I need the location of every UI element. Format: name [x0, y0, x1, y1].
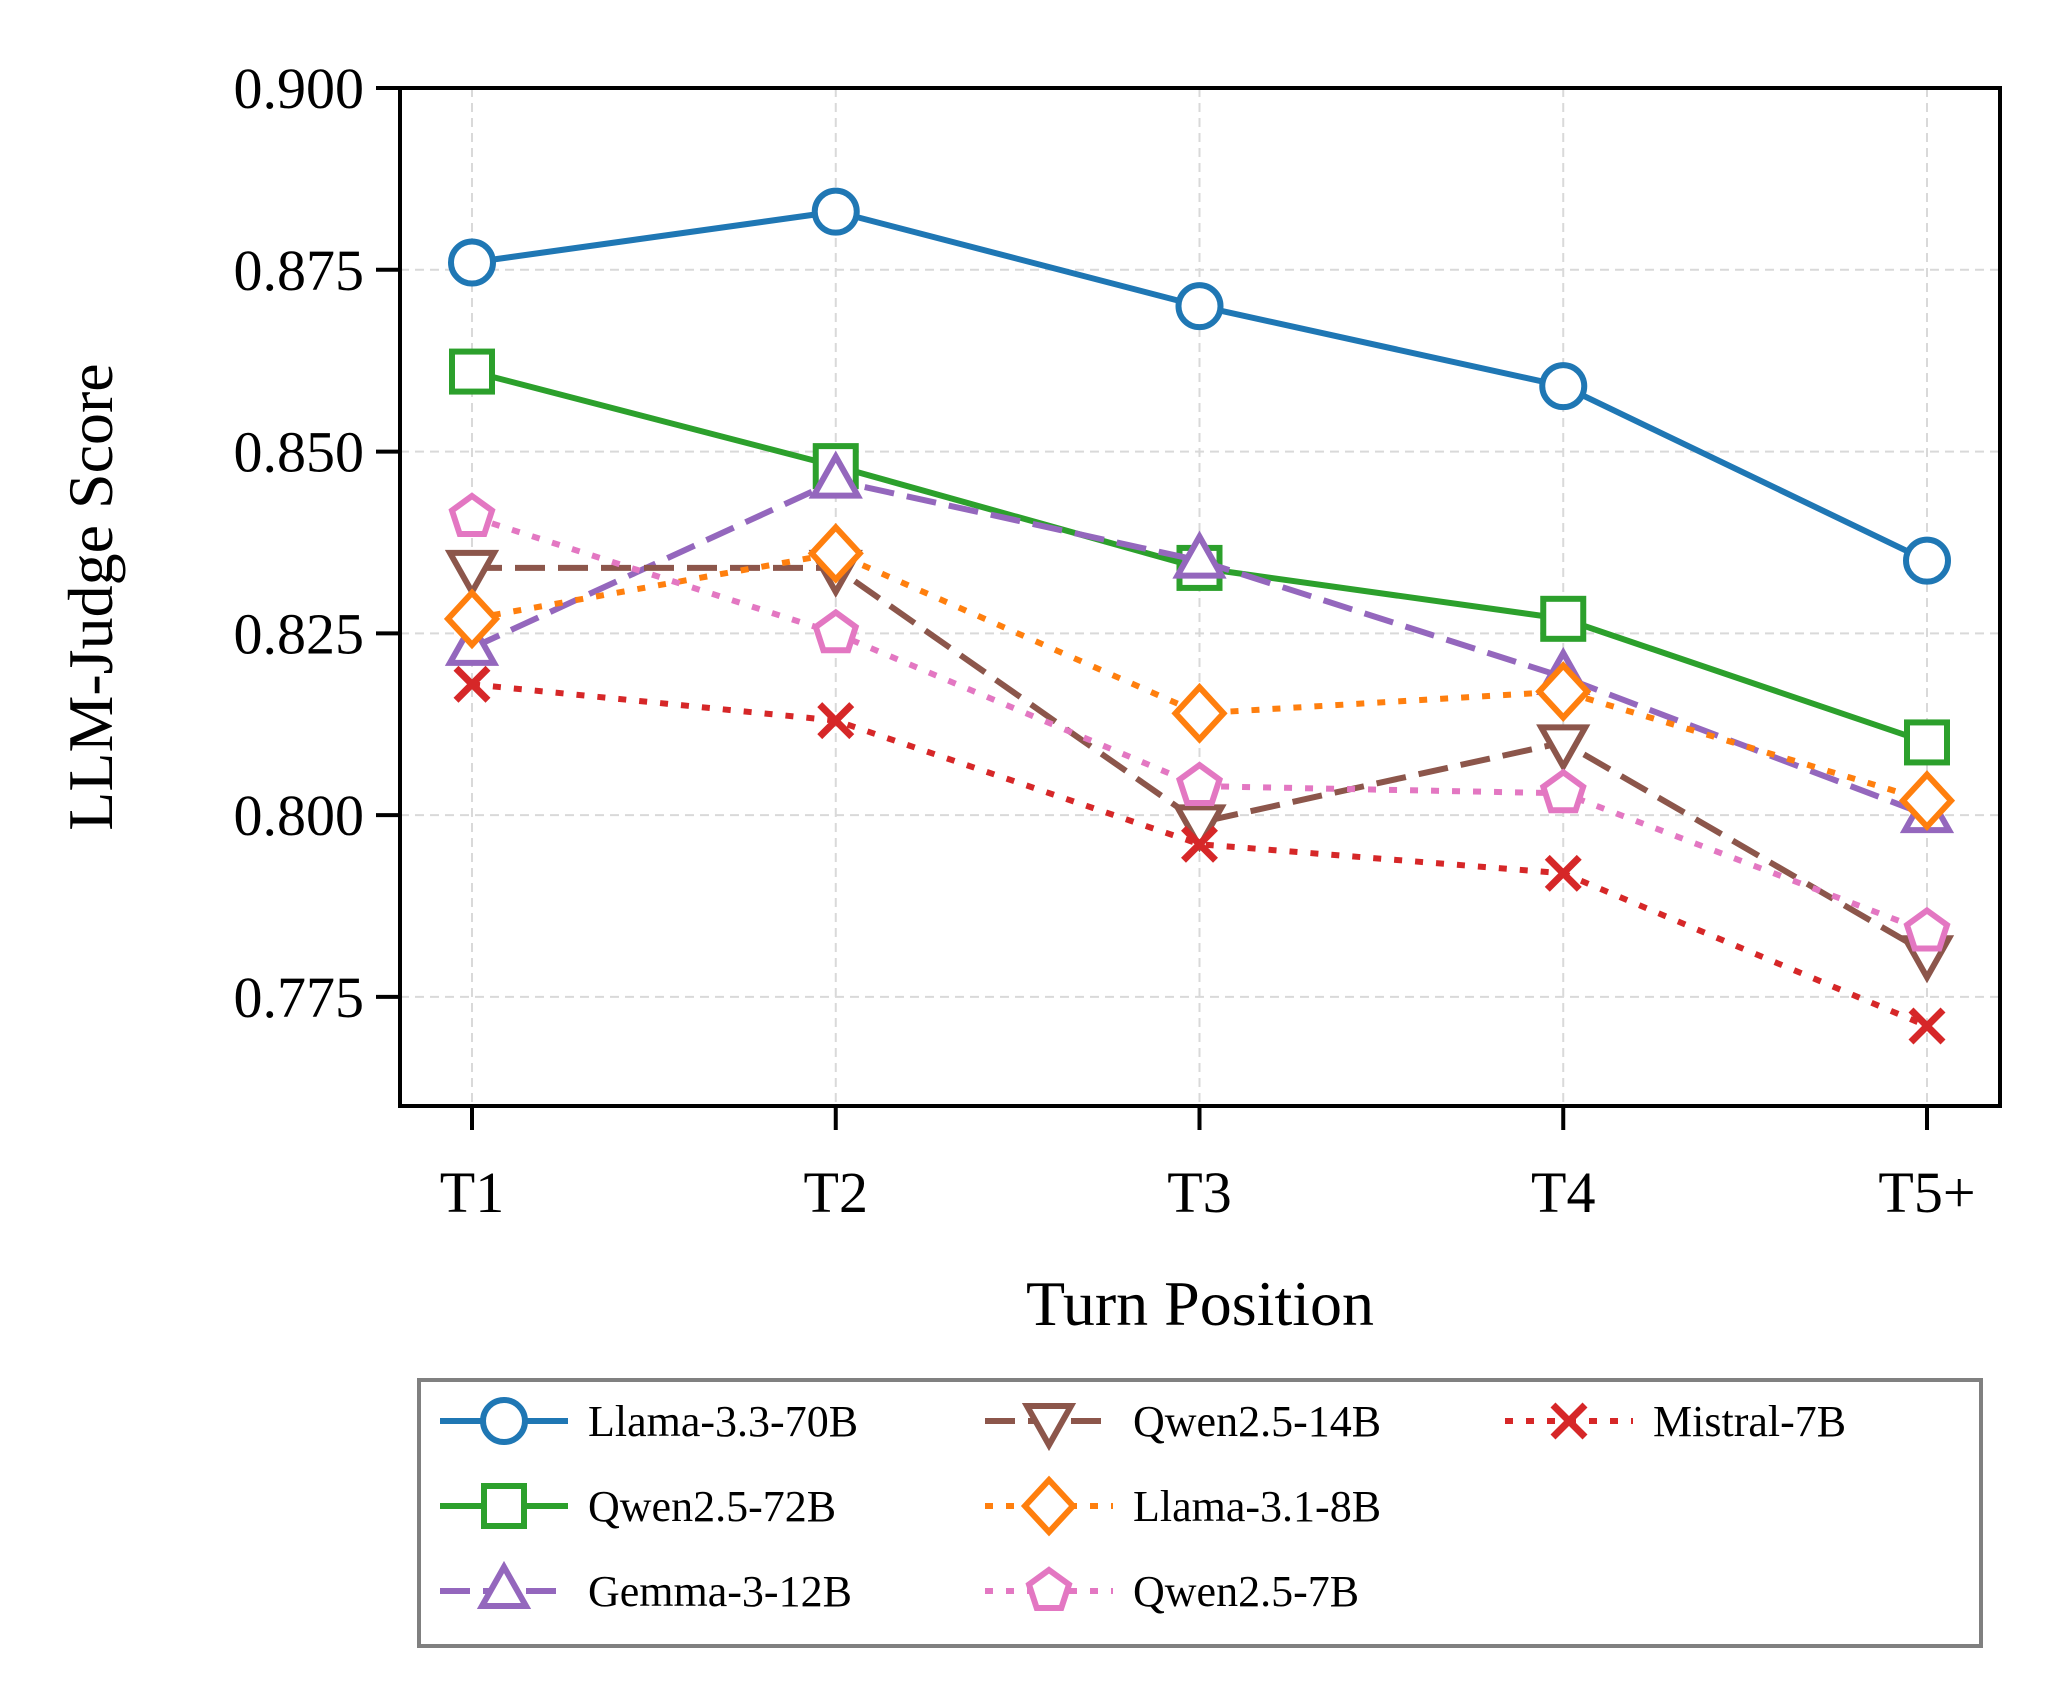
data-point: [448, 238, 496, 287]
x-tick-label: T2: [804, 1160, 868, 1225]
series-line: [470, 477, 1929, 818]
legend-marker: [480, 1397, 528, 1445]
legend-marker: [476, 1560, 532, 1609]
data-point: [1535, 661, 1592, 722]
data-point: [1172, 804, 1227, 853]
legend-entry: Llama-3.3-70B: [440, 1397, 858, 1446]
x-tick-label: T3: [1167, 1160, 1231, 1225]
data-point: [1904, 719, 1950, 766]
data-point: [807, 522, 864, 584]
x-tick-label: T5+: [1878, 1160, 1975, 1225]
legend-entry: Mistral-7B: [1505, 1397, 1846, 1446]
legend-label: Gemma-3-12B: [588, 1567, 852, 1616]
axes: 0.775 0.800 0.825 0.850 0.875 0.900 T1 T2 T3 T4 T5…: [234, 56, 1976, 1225]
data-point: [1172, 530, 1227, 579]
legend-entry: Gemma-3-12B: [440, 1560, 852, 1616]
legend-label: Mistral-7B: [1653, 1397, 1846, 1446]
x-tick-label: T1: [440, 1160, 504, 1225]
data-point: [1903, 536, 1951, 585]
legend-entry: Llama-3.1-8B: [985, 1475, 1381, 1537]
series-lines: [443, 187, 1956, 1045]
data-point: [448, 492, 496, 537]
y-axis-title: LLM-Judge Score: [55, 363, 126, 830]
data-point: [1175, 282, 1224, 331]
y-tick-label: 0.825: [234, 601, 365, 666]
data-point: [1536, 724, 1591, 773]
data-point: [1908, 1007, 1946, 1045]
legend-marker: [481, 1483, 527, 1529]
data-point: [1539, 362, 1588, 411]
y-tick-label: 0.875: [234, 238, 365, 303]
series-Mistral-7B: [453, 665, 1946, 1045]
data-point: [811, 187, 860, 236]
data-point: [1898, 770, 1956, 832]
data-point: [444, 549, 500, 599]
data-point: [1903, 906, 1951, 952]
series-line: [471, 681, 1929, 1029]
x-tick-label: T4: [1531, 1160, 1595, 1225]
data-point: [808, 450, 863, 499]
legend-label: Qwen2.5-72B: [588, 1482, 836, 1531]
data-point: [1544, 854, 1582, 892]
series-line: [472, 564, 1929, 956]
data-point: [1539, 768, 1587, 814]
legend-marker: [1021, 1403, 1077, 1452]
legend-entry: Qwen2.5-72B: [440, 1482, 836, 1531]
data-point: [443, 588, 501, 650]
data-point: [812, 608, 860, 654]
series-Llama-3.1-8B: [443, 522, 1956, 832]
legend-entry: Qwen2.5-7B: [985, 1566, 1359, 1616]
legend-frame: [417, 1378, 1983, 1648]
data-point: [1171, 682, 1228, 744]
legend-marker: [1025, 1566, 1073, 1611]
legend-marker: [1550, 1402, 1588, 1440]
legend-entry: Qwen2.5-14B: [985, 1397, 1381, 1452]
legend-label: Qwen2.5-14B: [1133, 1397, 1381, 1446]
legend-label: Llama-3.1-8B: [1133, 1482, 1381, 1531]
data-point: [453, 665, 491, 703]
data-point: [1175, 761, 1224, 806]
data-point: [817, 702, 855, 740]
data-point: [449, 348, 495, 395]
series-Llama-3.3-70B: [448, 187, 1951, 585]
legend-label: Qwen2.5-7B: [1133, 1567, 1359, 1616]
y-tick-label: 0.775: [234, 965, 365, 1030]
legend-label: Llama-3.3-70B: [588, 1397, 858, 1446]
data-point: [1181, 825, 1218, 863]
y-tick-label: 0.850: [234, 420, 365, 485]
data-point: [1540, 595, 1587, 642]
series-Qwen2.5-7B: [448, 492, 1951, 952]
x-axis-title: Turn Position: [1026, 1268, 1374, 1339]
legend: Llama-3.3-70B Qwen2.5-72B Gemma-3-12B Qwen2…: [417, 1378, 1983, 1648]
y-tick-label: 0.800: [234, 783, 365, 848]
legend-marker: [1020, 1475, 1078, 1537]
series-line: [471, 514, 1929, 935]
y-tick-label: 0.900: [234, 56, 365, 121]
